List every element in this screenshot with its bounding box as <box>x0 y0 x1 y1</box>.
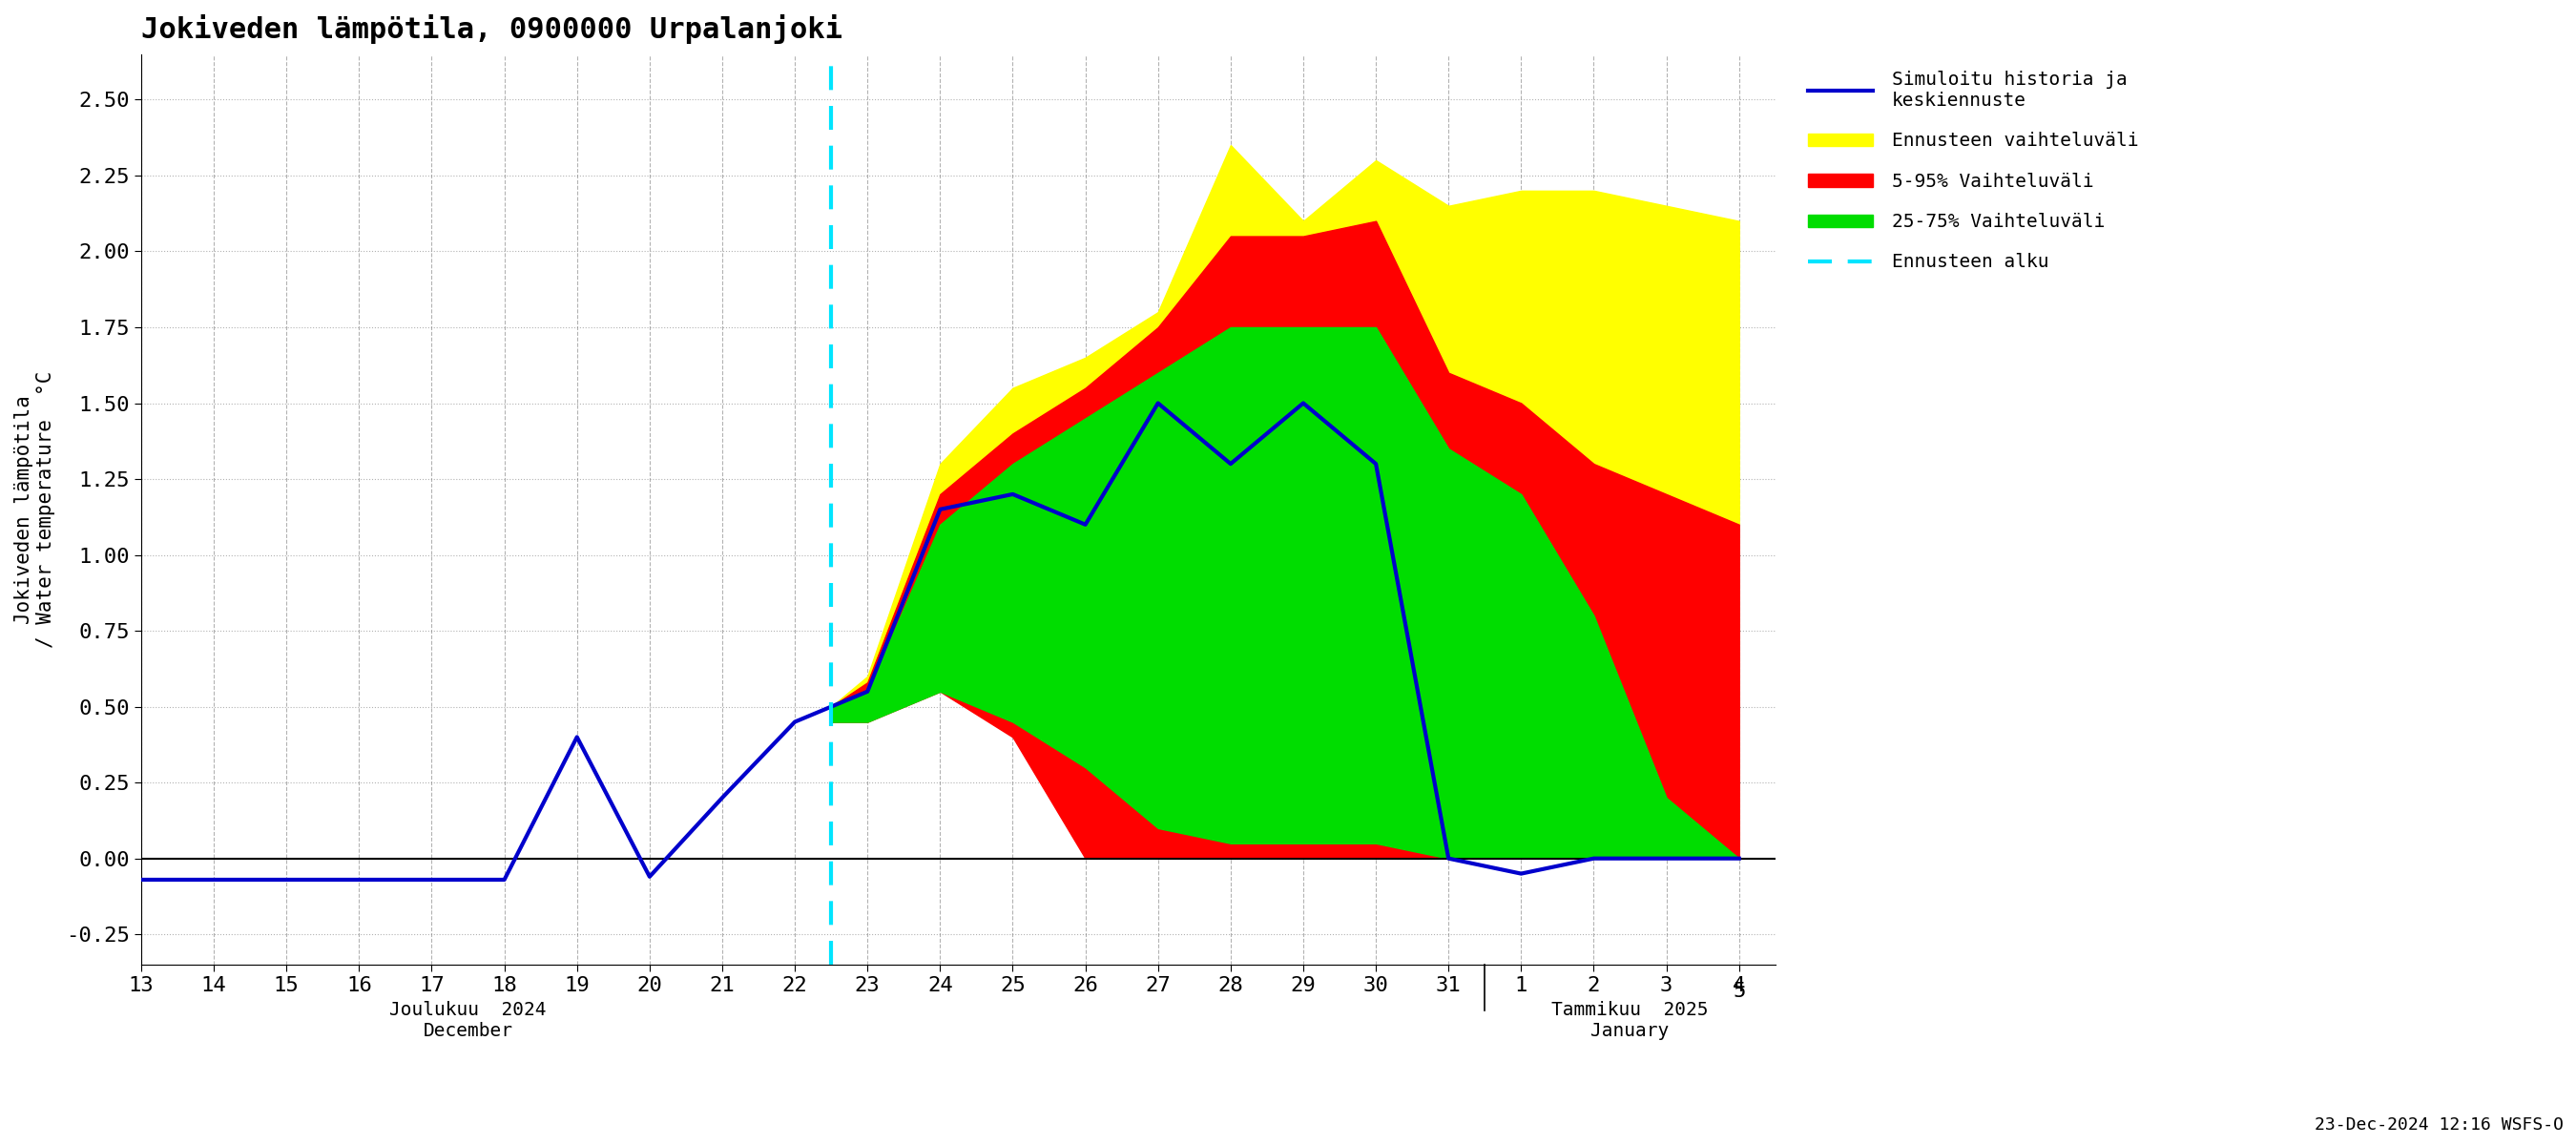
Legend: Simuloitu historia ja
keskiennuste, Ennusteen vaihteluväli, 5-95% Vaihteluväli, : Simuloitu historia ja keskiennuste, Ennu… <box>1801 63 2146 279</box>
Text: 5: 5 <box>1734 981 1747 1001</box>
Text: Tammikuu  2025
January: Tammikuu 2025 January <box>1551 1001 1708 1041</box>
Text: 23-Dec-2024 12:16 WSFS-O: 23-Dec-2024 12:16 WSFS-O <box>2313 1116 2563 1134</box>
Text: Jokiveden lämpötila, 0900000 Urpalanjoki: Jokiveden lämpötila, 0900000 Urpalanjoki <box>142 14 842 44</box>
Y-axis label: Jokiveden lämpötila
/ Water temperature  °C: Jokiveden lämpötila / Water temperature … <box>15 371 57 648</box>
Text: Joulukuu  2024
December: Joulukuu 2024 December <box>389 1001 546 1041</box>
